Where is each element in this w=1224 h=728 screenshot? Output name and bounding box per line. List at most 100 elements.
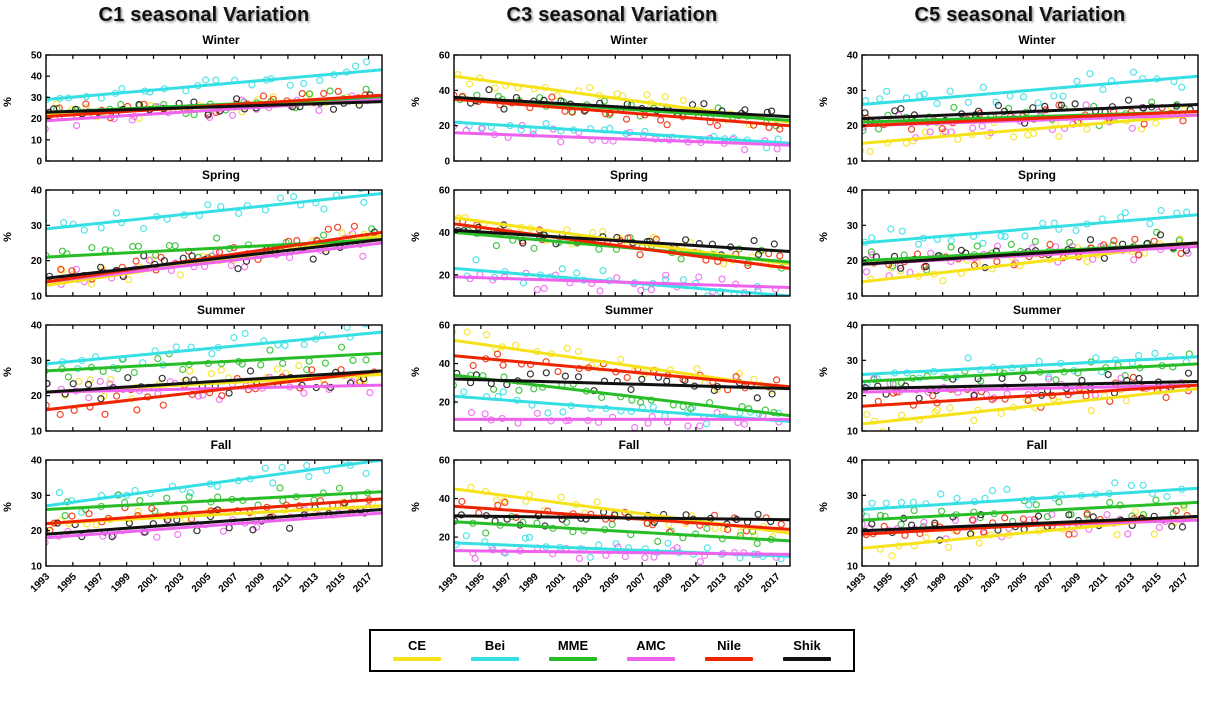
svg-text:30: 30	[847, 221, 859, 232]
svg-text:10: 10	[31, 562, 43, 573]
legend-label: MME	[557, 638, 589, 653]
y-axis-label: %	[409, 502, 422, 512]
legend-item-bei: Bei	[471, 638, 519, 661]
legend-label: Bei	[484, 638, 506, 653]
svg-text:10: 10	[847, 427, 859, 438]
svg-text:60: 60	[439, 51, 451, 62]
svg-text:60: 60	[439, 321, 451, 332]
legend-item-ce: CE	[393, 638, 441, 661]
svg-text:2003: 2003	[163, 571, 187, 595]
svg-text:2005: 2005	[598, 571, 622, 595]
svg-text:2013: 2013	[1113, 571, 1137, 595]
chart-panel: Summer % 10 20 30 40	[2, 303, 404, 438]
plot-area: 10 20 30 40	[847, 186, 1199, 303]
legend-item-mme: MME	[549, 638, 597, 661]
y-axis-label: %	[409, 97, 422, 107]
chart-panel: Fall % 20 40 60 1993 1995 1997 1999 2001 2003 200…	[409, 438, 812, 621]
plot-area: 10 20 30 40	[847, 51, 1199, 168]
legend-container: CE Bei MME AMC Nile Shik	[0, 629, 1224, 672]
chart-panel: Spring % 10 20 30 40	[818, 168, 1220, 303]
svg-text:2001: 2001	[952, 571, 976, 595]
svg-text:0: 0	[444, 157, 450, 168]
svg-text:50: 50	[31, 51, 43, 62]
column-c3: Winter % 0 20 40 60 Spring % 20 40 60 Summer …	[408, 33, 816, 621]
svg-text:1999: 1999	[925, 571, 949, 595]
svg-text:40: 40	[31, 456, 43, 467]
y-axis-label: %	[1, 232, 14, 242]
plot-area: 20 40 60	[439, 321, 791, 432]
svg-text:20: 20	[439, 398, 451, 409]
svg-text:0: 0	[36, 157, 42, 168]
figure-titles: C1 seasonal Variation C3 seasonal Variat…	[0, 0, 1224, 27]
chart-panel: Spring % 10 20 30 40	[1, 168, 404, 303]
plot-area: 10 20 30 40	[847, 321, 1199, 438]
svg-text:10: 10	[847, 562, 859, 573]
svg-text:2015: 2015	[324, 571, 348, 595]
legend-line-swatch	[549, 657, 597, 661]
column-c5: Winter % 10 20 30 40 Spring % 10 20 30 40 Summ…	[816, 33, 1224, 621]
svg-text:10: 10	[31, 135, 43, 146]
svg-text:2017: 2017	[1167, 571, 1191, 595]
chart-grid: Winter % 0 10 20 30 40 50 Spring % 10 20 30 40 S…	[0, 33, 1224, 621]
svg-text:40: 40	[31, 321, 43, 332]
panel-title: Fall	[618, 438, 640, 452]
legend-label: Nile	[717, 638, 741, 653]
chart-panel: Winter % 10 20 30 40	[817, 33, 1220, 168]
svg-text:40: 40	[439, 86, 451, 97]
legend-line-swatch	[627, 657, 675, 661]
svg-text:2009: 2009	[652, 571, 676, 595]
legend-line-swatch	[393, 657, 441, 661]
column-title-c5: C5 seasonal Variation	[914, 4, 1126, 26]
svg-text:20: 20	[439, 533, 451, 544]
svg-text:1997: 1997	[490, 571, 514, 595]
svg-text:2007: 2007	[625, 571, 649, 595]
chart-panel: Summer % 10 20 30 40	[817, 303, 1220, 438]
svg-text:20: 20	[847, 256, 859, 267]
panel-title: Fall	[1026, 438, 1048, 452]
svg-text:2007: 2007	[1033, 571, 1057, 595]
svg-text:30: 30	[31, 221, 43, 232]
chart-panel: Spring % 20 40 60	[410, 168, 812, 303]
svg-text:1995: 1995	[871, 571, 895, 595]
svg-text:1993: 1993	[29, 571, 53, 595]
svg-text:10: 10	[31, 292, 43, 303]
panel-title: Spring	[610, 168, 648, 182]
svg-text:30: 30	[847, 356, 859, 367]
legend-line-swatch	[471, 657, 519, 661]
svg-text:30: 30	[847, 491, 859, 502]
svg-text:2011: 2011	[1087, 571, 1110, 594]
svg-text:1999: 1999	[109, 571, 133, 595]
y-axis-label: %	[817, 97, 830, 107]
svg-text:2017: 2017	[759, 571, 783, 595]
legend-box: CE Bei MME AMC Nile Shik	[369, 629, 855, 672]
svg-text:20: 20	[31, 391, 43, 402]
svg-text:2013: 2013	[705, 571, 729, 595]
legend-item-shik: Shik	[783, 638, 831, 661]
legend-item-nile: Nile	[705, 638, 753, 661]
svg-text:2011: 2011	[679, 571, 702, 594]
plot-area: 10 20 30 40	[31, 186, 383, 303]
column-c1: Winter % 0 10 20 30 40 50 Spring % 10 20 30 40 S…	[0, 33, 408, 621]
y-axis-label: %	[817, 367, 830, 377]
svg-text:40: 40	[31, 186, 43, 197]
panel-title: Fall	[210, 438, 232, 452]
svg-text:40: 40	[847, 51, 859, 62]
svg-text:2007: 2007	[217, 571, 241, 595]
svg-text:20: 20	[439, 270, 451, 281]
svg-text:2001: 2001	[136, 571, 160, 595]
svg-text:30: 30	[31, 93, 43, 104]
svg-text:2003: 2003	[571, 571, 595, 595]
svg-text:1993: 1993	[845, 571, 869, 595]
svg-text:2001: 2001	[544, 571, 568, 595]
y-axis-label: %	[817, 502, 830, 512]
svg-text:1997: 1997	[82, 571, 106, 595]
svg-text:2017: 2017	[351, 571, 375, 595]
svg-text:2003: 2003	[979, 571, 1003, 595]
y-axis-label: %	[409, 367, 422, 377]
panel-title: Winter	[610, 33, 648, 47]
panel-title: Summer	[196, 303, 246, 317]
legend-label: Shik	[793, 638, 821, 653]
svg-text:1999: 1999	[517, 571, 541, 595]
svg-text:40: 40	[847, 321, 859, 332]
